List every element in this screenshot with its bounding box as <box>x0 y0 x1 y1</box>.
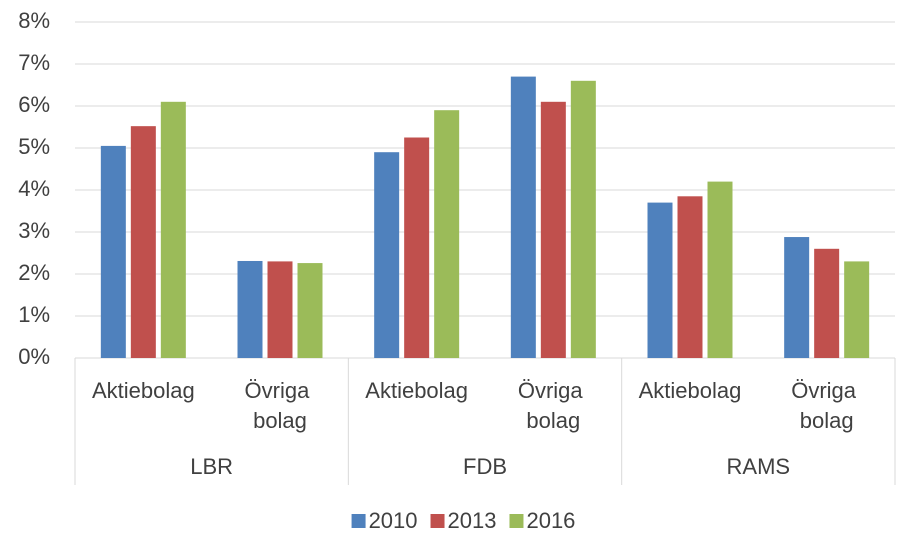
y-tick-label: 5% <box>18 134 50 159</box>
x-tick-label: Övriga bolag <box>245 378 316 433</box>
bar <box>404 137 430 358</box>
y-tick-label: 1% <box>18 302 50 327</box>
bar <box>297 263 323 358</box>
bar <box>784 237 810 358</box>
y-tick-label: 0% <box>18 344 50 369</box>
bar <box>374 152 400 358</box>
legend-label: 2010 <box>369 508 418 533</box>
bar <box>100 145 126 358</box>
bar <box>677 196 703 358</box>
bar <box>130 126 156 358</box>
x-tick-label: Aktiebolag <box>365 378 468 403</box>
y-tick-label: 4% <box>18 176 50 201</box>
bar <box>814 248 840 358</box>
bar <box>434 110 460 358</box>
y-tick-label: 6% <box>18 92 50 117</box>
bar <box>237 260 263 358</box>
legend-swatch <box>351 514 366 528</box>
y-tick-label: 7% <box>18 50 50 75</box>
x-tick-label: Övriga bolag <box>791 378 862 433</box>
group-label: FDB <box>463 454 507 479</box>
group-label: LBR <box>190 454 233 479</box>
legend-swatch <box>430 514 445 528</box>
legend-label: 2013 <box>448 508 497 533</box>
bar <box>647 202 673 358</box>
y-tick-label: 3% <box>18 218 50 243</box>
x-tick-label: Aktiebolag <box>639 378 742 403</box>
x-tick-label: Övriga bolag <box>518 378 589 433</box>
bar <box>160 101 186 359</box>
bar <box>540 101 566 359</box>
y-tick-label: 8% <box>18 8 50 33</box>
legend-label: 2016 <box>526 508 575 533</box>
group-label: RAMS <box>727 454 791 479</box>
legend: 2010 2013 2016 <box>351 508 575 533</box>
y-tick-label: 2% <box>18 260 50 285</box>
bar <box>267 261 293 358</box>
bar <box>570 80 596 359</box>
legend-swatch <box>509 514 524 528</box>
x-tick-label: Aktiebolag <box>92 378 195 403</box>
bar <box>844 261 870 358</box>
bar <box>510 76 536 358</box>
bar <box>707 181 733 358</box>
